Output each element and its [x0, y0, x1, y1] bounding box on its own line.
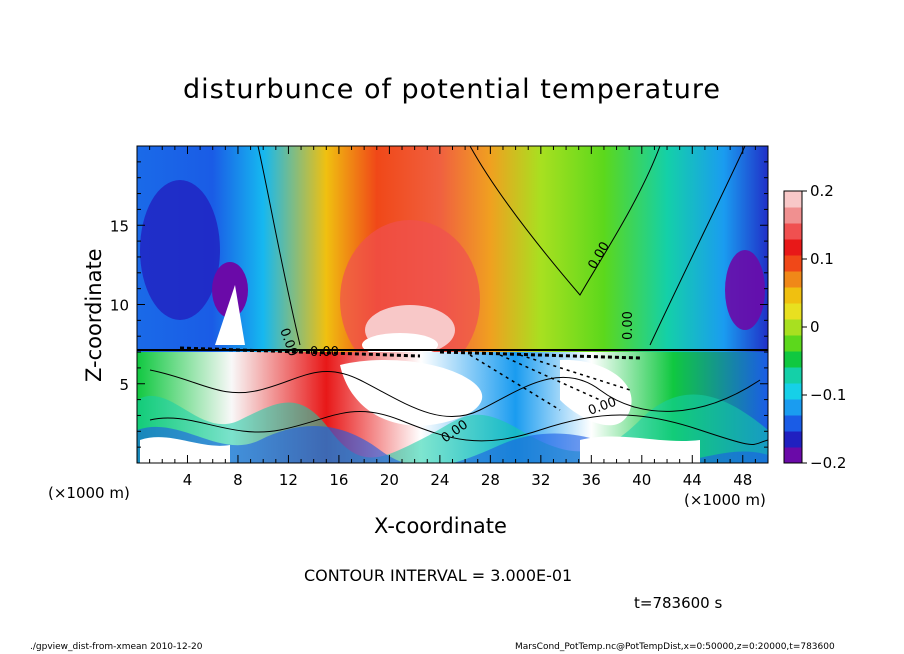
colorbar-swatch — [784, 399, 802, 416]
y-axis-label: Z-coordinate — [82, 248, 106, 382]
colorbar-swatch — [784, 319, 802, 336]
colorbar-tick-label: 0.1 — [810, 250, 834, 268]
colorbar-tick-label: 0 — [810, 318, 820, 336]
y-tick-label: 5 — [119, 376, 129, 394]
colorbar-tick-label: 0.2 — [810, 182, 834, 200]
colorbar-swatch — [784, 207, 802, 224]
colorbar-swatch — [784, 431, 802, 448]
contour-label: 0.00 — [621, 311, 636, 340]
x-tick-label: 24 — [430, 471, 449, 489]
heatmap-field: 0.00 0.00 0.00 0.00 0.00 0.00 — [137, 146, 768, 463]
y-tick-label: 10 — [110, 297, 129, 315]
x-tick-label: 4 — [183, 471, 193, 489]
x-tick-label: 48 — [733, 471, 752, 489]
colorbar: 0.2 0.1 0 −0.1 −0.2 — [783, 182, 846, 472]
colorbar-swatch — [784, 191, 802, 208]
x-unit-label-left: (×1000 m) — [48, 484, 130, 502]
x-tick-label: 16 — [329, 471, 348, 489]
x-tick-label: 20 — [380, 471, 399, 489]
footer-right-text: MarsCond_PotTemp.nc@PotTempDist,x=0:5000… — [515, 642, 835, 652]
contour-interval-label: CONTOUR INTERVAL = 3.000E-01 — [304, 566, 573, 585]
y-axis: 5 10 15 — [110, 161, 768, 448]
x-tick-label: 40 — [632, 471, 651, 489]
x-tick-label: 12 — [279, 471, 298, 489]
contour-label: 0.00 — [310, 345, 339, 360]
x-tick-label: 44 — [683, 471, 702, 489]
x-tick-label: 8 — [233, 471, 243, 489]
colorbar-swatch — [784, 271, 802, 288]
colorbar-swatch — [784, 367, 802, 384]
colorbar-tick-label: −0.2 — [810, 454, 846, 472]
colorbar-tick-label: −0.1 — [810, 386, 846, 404]
colorbar-swatch — [784, 287, 802, 304]
colorbar-swatch — [784, 447, 802, 464]
colorbar-swatch — [784, 239, 802, 256]
colorbar-swatch — [784, 223, 802, 240]
chart-title: disturbunce of potential temperature — [183, 74, 721, 105]
x-axis: 4 8 12 16 20 24 28 32 36 40 44 48 — [149, 146, 756, 489]
time-label: t=783600 s — [634, 594, 723, 612]
colorbar-swatch — [784, 255, 802, 272]
colorbar-swatch — [784, 303, 802, 320]
x-tick-label: 32 — [531, 471, 550, 489]
colorbar-swatch — [784, 351, 802, 368]
x-unit-label-right: (×1000 m) — [684, 491, 766, 509]
colorbar-swatch — [784, 415, 802, 432]
colorbar-swatch — [784, 335, 802, 352]
footer-left-text: ./gpview_dist-from-xmean 2010-12-20 — [30, 642, 203, 652]
colorbar-swatch — [784, 383, 802, 400]
x-tick-label: 28 — [481, 471, 500, 489]
x-axis-label: X-coordinate — [374, 514, 507, 538]
y-tick-label: 15 — [110, 217, 129, 235]
x-tick-label: 36 — [582, 471, 601, 489]
